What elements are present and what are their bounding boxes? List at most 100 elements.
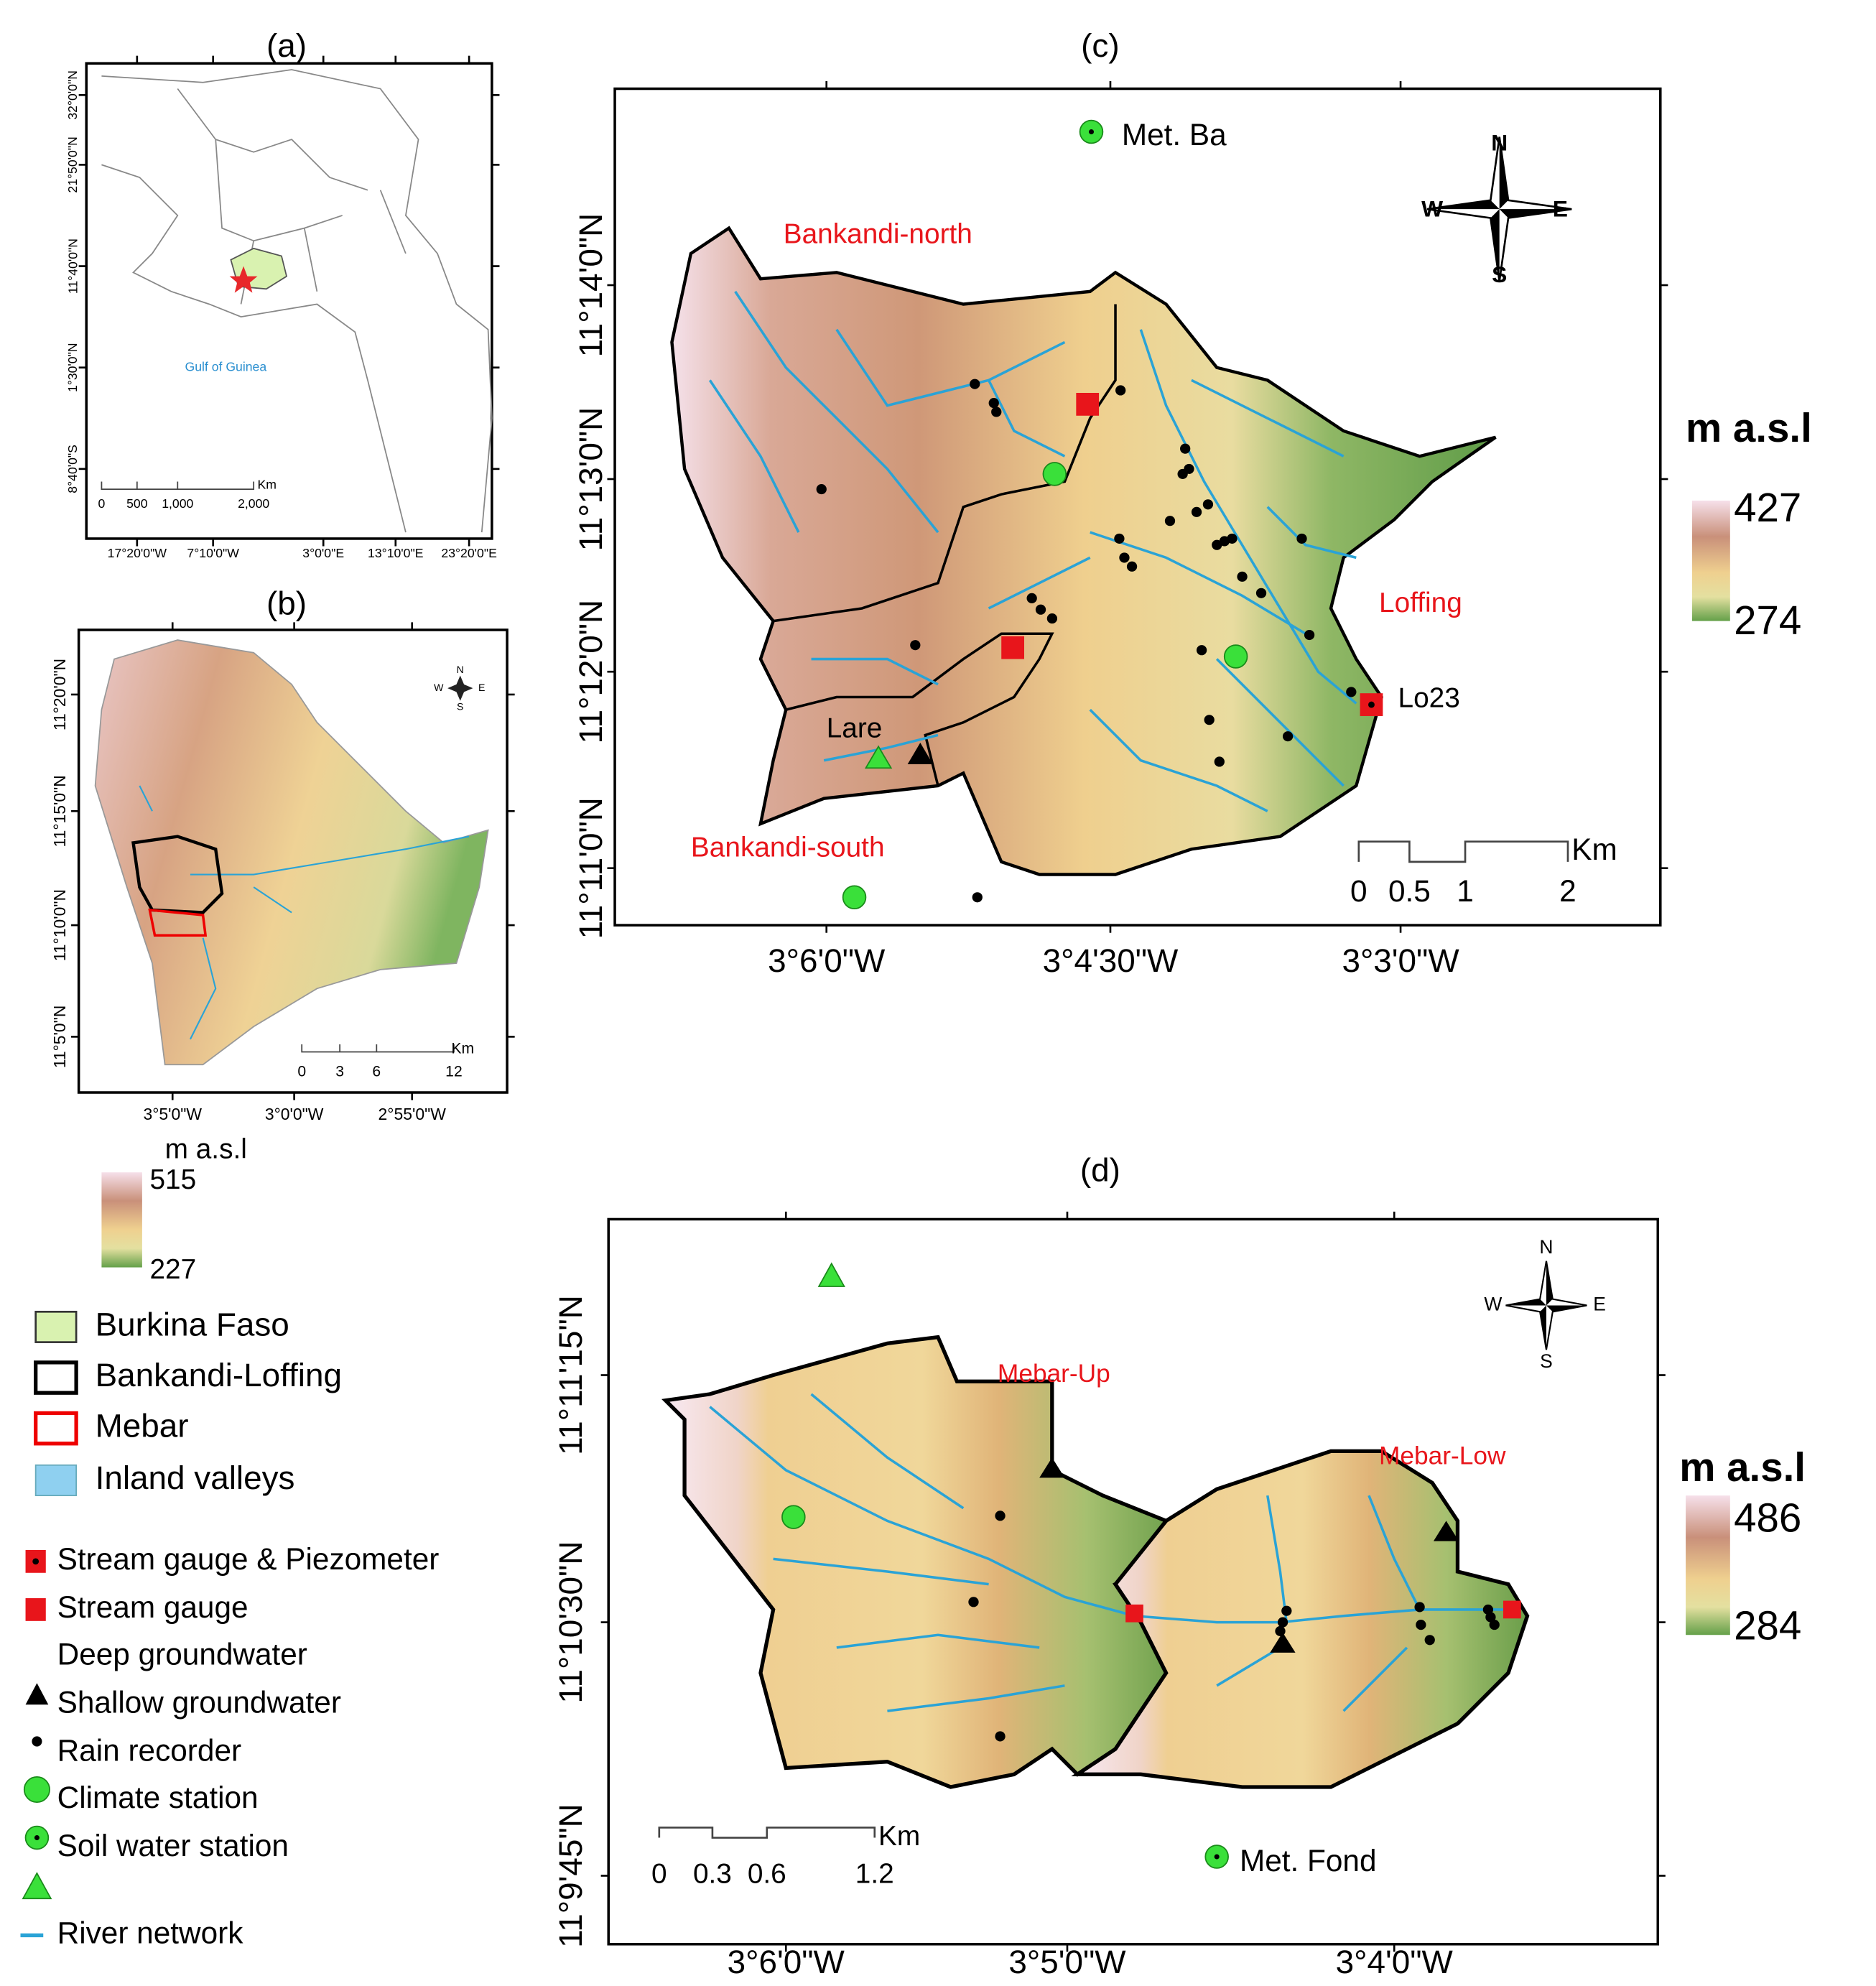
legend-label: Inland valleys — [96, 1459, 295, 1496]
scale-bar — [658, 1827, 876, 1839]
legend-label: Bankandi-Loffing — [96, 1356, 342, 1393]
bankandi-loffing-outline — [131, 835, 224, 914]
stream-gauge — [1125, 1604, 1143, 1623]
lat-label: 11°12'0"N — [572, 600, 609, 744]
lat-label: 11°13'0"N — [572, 407, 609, 552]
rain-recorder — [1223, 644, 1248, 669]
legend-symbol — [23, 1776, 50, 1804]
scale-label: 0 — [1350, 874, 1367, 908]
scale-bar — [301, 1044, 455, 1053]
climate-station — [1088, 129, 1095, 135]
scale-bar — [1357, 840, 1569, 863]
stream-gauge — [1001, 636, 1024, 659]
compass-letter: N — [1539, 1236, 1553, 1258]
scale-unit: Km — [451, 1041, 474, 1057]
stations — [816, 119, 1383, 910]
legend-label: Climate station — [57, 1781, 259, 1814]
lat-label: 11°9'45"N — [552, 1804, 589, 1948]
legend-label: Mebar — [96, 1407, 189, 1444]
map-frame — [85, 62, 493, 540]
lon-label: 3°4'30"W — [1043, 942, 1179, 979]
lat-label: 11°11'0"N — [572, 797, 609, 939]
rain-recorder — [781, 1505, 806, 1529]
compass-letter: W — [434, 682, 444, 693]
scale-label: 12 — [445, 1063, 463, 1080]
map-label: Bankandi-south — [691, 832, 885, 863]
elevation-colorbar — [101, 1172, 142, 1268]
legend-label: Rain recorder — [57, 1734, 241, 1768]
elevation-colorbar — [1686, 1495, 1730, 1635]
compass-rose — [447, 675, 473, 701]
scale-label: 0 — [651, 1859, 667, 1890]
lat-label: 11°11'15"N — [552, 1295, 589, 1455]
colorbar-min: 284 — [1734, 1602, 1801, 1648]
lon-label: 3°0'0"E — [302, 546, 344, 560]
lon-label: 7°10'0"W — [187, 546, 239, 560]
panel-title: (c) — [1081, 27, 1119, 64]
panel-a — [85, 62, 493, 540]
colorbar-title: m a.s.l — [1686, 405, 1812, 450]
scale-label: 3 — [335, 1063, 344, 1080]
scale-unit: Km — [1571, 832, 1617, 866]
lon-label: 3°6'0"W — [768, 942, 886, 979]
scale-unit: Km — [257, 477, 276, 491]
inland-valleys — [139, 785, 470, 1040]
map-label: Mebar-Low — [1379, 1442, 1506, 1470]
lat-label: 11°10'0"N — [50, 889, 69, 961]
scale-unit: Km — [878, 1821, 920, 1852]
lat-label: 11°40'0"N — [65, 238, 80, 294]
legend-symbol — [32, 1736, 42, 1747]
stream-gauge — [1076, 393, 1100, 416]
legend-label: Stream gauge & Piezometer — [57, 1542, 440, 1576]
colorbar-max: 486 — [1734, 1495, 1801, 1540]
scale-label: 0.3 — [693, 1859, 732, 1890]
lat-label: 11°5'0"N — [50, 1006, 69, 1069]
scale-label: 2 — [1559, 874, 1577, 908]
lat-label: 11°14'0"N — [572, 213, 609, 358]
compass-letter: E — [478, 682, 485, 693]
legend-symbol — [25, 1683, 49, 1705]
scale-label: 1,000 — [162, 496, 193, 511]
study-site-star — [229, 266, 258, 293]
map-label: Mebar-Up — [998, 1360, 1110, 1388]
lat-label: 11°20'0"N — [50, 659, 69, 730]
shallow-groundwater — [968, 1511, 1500, 1742]
scale-bar — [101, 481, 255, 490]
sea-label: Gulf of Guinea — [185, 359, 267, 373]
lon-label: 3°3'0"W — [1342, 942, 1459, 979]
legend-label: Deep groundwater — [57, 1637, 307, 1671]
colorbar-min: 227 — [149, 1254, 196, 1285]
climate-station — [1214, 1854, 1220, 1860]
scale-label: 1 — [1457, 874, 1474, 908]
map-label: Lare — [827, 713, 883, 744]
legend-label: Burkina Faso — [96, 1306, 289, 1343]
lon-label: 17°20'0"W — [108, 546, 167, 560]
scale-label: 0 — [98, 496, 106, 511]
shallow-groundwater — [816, 379, 1357, 903]
compass-letter: W — [1421, 195, 1443, 221]
rain-recorder — [842, 885, 867, 910]
compass-letter: S — [457, 700, 463, 712]
compass-letter: E — [1593, 1293, 1606, 1314]
map-label: Met. Ba — [1122, 118, 1227, 152]
legend-symbol — [34, 1835, 40, 1841]
legend-symbol — [32, 1558, 40, 1565]
stations — [781, 1262, 1521, 1869]
lat-label: 1°30'0"N — [65, 343, 80, 392]
mebar-outline — [148, 908, 208, 937]
legend-label: Soil water station — [57, 1829, 289, 1862]
river-network — [708, 290, 1357, 812]
colorbar-min: 274 — [1734, 598, 1801, 643]
scale-label: 1.2 — [855, 1859, 894, 1890]
legend — [20, 1310, 78, 1938]
lat-label: 11°15'0"N — [50, 775, 69, 847]
legend-label: Stream gauge — [57, 1590, 249, 1624]
compass-letter: N — [1491, 130, 1508, 156]
compass-letter: E — [1553, 195, 1568, 221]
colorbar-max: 515 — [149, 1164, 196, 1195]
compass-letter: W — [1484, 1293, 1502, 1314]
soil-water-station — [864, 745, 893, 769]
scale-label: 0.6 — [748, 1859, 786, 1890]
deep-groundwater — [907, 743, 933, 765]
compass-rose — [1505, 1261, 1587, 1350]
